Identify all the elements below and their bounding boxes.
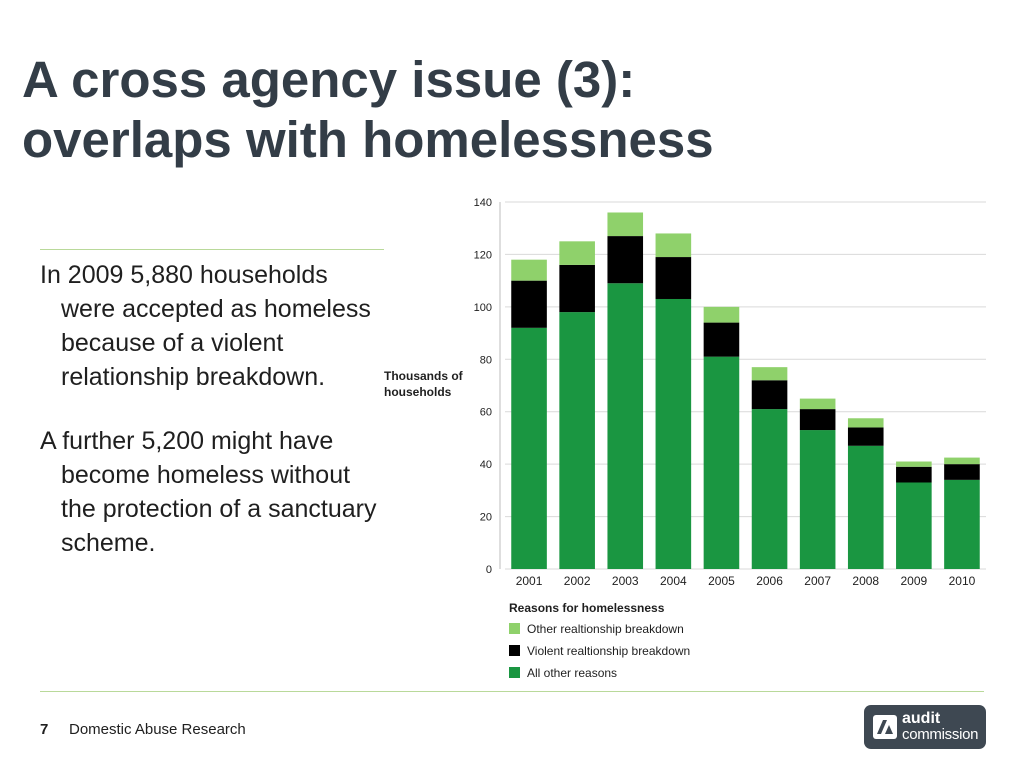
bar-2010-series-0 (944, 479, 980, 569)
legend-label: Other realtionship breakdown (527, 622, 684, 636)
page-number: 7 (40, 721, 49, 738)
bar-2010-series-1 (944, 464, 980, 480)
x-tick-label: 2010 (949, 574, 976, 588)
paragraph-violent-breakdown: In 2009 5,880 households were accepted a… (40, 261, 371, 391)
x-tick-label: 2007 (804, 574, 831, 588)
y-tick-label: 120 (474, 249, 492, 261)
slide-title-line1: A cross agency issue (3): (22, 51, 636, 108)
y-tick-label: 20 (480, 512, 492, 524)
audit-commission-logo: audit commission (864, 705, 986, 749)
footer-text: Domestic Abuse Research (69, 721, 246, 738)
bottom-divider (40, 691, 984, 692)
x-tick-labels: 2001 2002 2003 2004 2005 2006 2007 2008 2009 2010 (516, 574, 976, 588)
x-tick-label: 2006 (756, 574, 783, 588)
legend-title: Reasons for homelessness (509, 601, 665, 615)
logo-text-audit: audit (902, 710, 941, 727)
bar-2008-series-2 (847, 418, 884, 428)
bar-2004-series-2 (655, 233, 692, 258)
logo-text-commission: commission (902, 726, 979, 743)
y-tick-label: 80 (480, 354, 492, 366)
y-axis-label: Thousands of households (384, 369, 466, 399)
bar-2003-series-1 (607, 236, 644, 284)
y-tick-label: 140 (474, 197, 492, 209)
bar-2009-series-2 (896, 461, 932, 467)
legend-label: Violent realtionship breakdown (527, 644, 690, 658)
bar-2008-series-1 (847, 427, 884, 446)
paragraph-sanctuary-scheme: A further 5,200 might have become homele… (40, 427, 377, 557)
bar-2004-series-1 (655, 257, 692, 299)
y-tick-label: 60 (480, 407, 492, 419)
bar-2005-series-2 (703, 306, 740, 323)
bar-2004-series-0 (655, 298, 692, 569)
bar-2010-series-2 (944, 457, 980, 465)
x-tick-label: 2005 (708, 574, 735, 588)
bar-2002-series-0 (559, 312, 595, 569)
top-divider (40, 249, 384, 250)
bar-2006-series-1 (751, 380, 788, 410)
body-text: In 2009 5,880 households were accepted a… (40, 258, 385, 590)
bar-2001-series-2 (511, 259, 547, 281)
bar-2006-series-2 (751, 367, 788, 381)
homelessness-chart: 0 20 40 60 80 100 120 140 2001 2002 2003 2004 2005 2… (380, 190, 1000, 690)
bar-2002-series-1 (559, 264, 595, 313)
y-axis-label-line2: households (384, 385, 452, 399)
bar-2005-series-0 (703, 356, 740, 569)
x-tick-label: 2002 (564, 574, 591, 588)
bar-2007-series-2 (799, 398, 836, 410)
bar-2001-series-0 (511, 327, 547, 569)
x-tick-label: 2008 (852, 574, 879, 588)
x-tick-label: 2004 (660, 574, 687, 588)
bar-2003-series-0 (607, 283, 644, 569)
logo-mark-icon (873, 715, 897, 739)
y-tick-labels: 0 20 40 60 80 100 120 140 (474, 197, 492, 576)
bar-2006-series-0 (751, 409, 788, 569)
bar-2002-series-2 (559, 241, 595, 265)
slide-title: A cross agency issue (3): overlaps with … (22, 50, 714, 170)
y-tick-label: 40 (480, 459, 492, 471)
x-tick-label: 2009 (900, 574, 927, 588)
y-tick-label: 100 (474, 302, 492, 314)
legend-swatch (509, 645, 520, 656)
bar-2003-series-2 (607, 212, 644, 237)
legend-swatch (509, 667, 520, 678)
slide-title-line2: overlaps with homelessness (22, 111, 714, 168)
bar-2008-series-0 (847, 445, 884, 569)
y-axis-label-line1: Thousands of (384, 369, 464, 383)
x-tick-label: 2001 (516, 574, 543, 588)
chart-bars (511, 212, 980, 569)
bar-2007-series-1 (799, 409, 836, 431)
bar-2001-series-1 (511, 280, 547, 328)
chart-legend: Other realtionship breakdown Violent real… (509, 622, 690, 680)
legend-label: All other reasons (527, 666, 617, 680)
bar-2009-series-0 (896, 482, 932, 569)
x-tick-label: 2003 (612, 574, 639, 588)
legend-swatch (509, 623, 520, 634)
y-tick-label: 0 (486, 564, 492, 576)
bar-2005-series-1 (703, 322, 740, 357)
bar-2009-series-1 (896, 466, 932, 483)
bar-2007-series-0 (799, 430, 836, 569)
